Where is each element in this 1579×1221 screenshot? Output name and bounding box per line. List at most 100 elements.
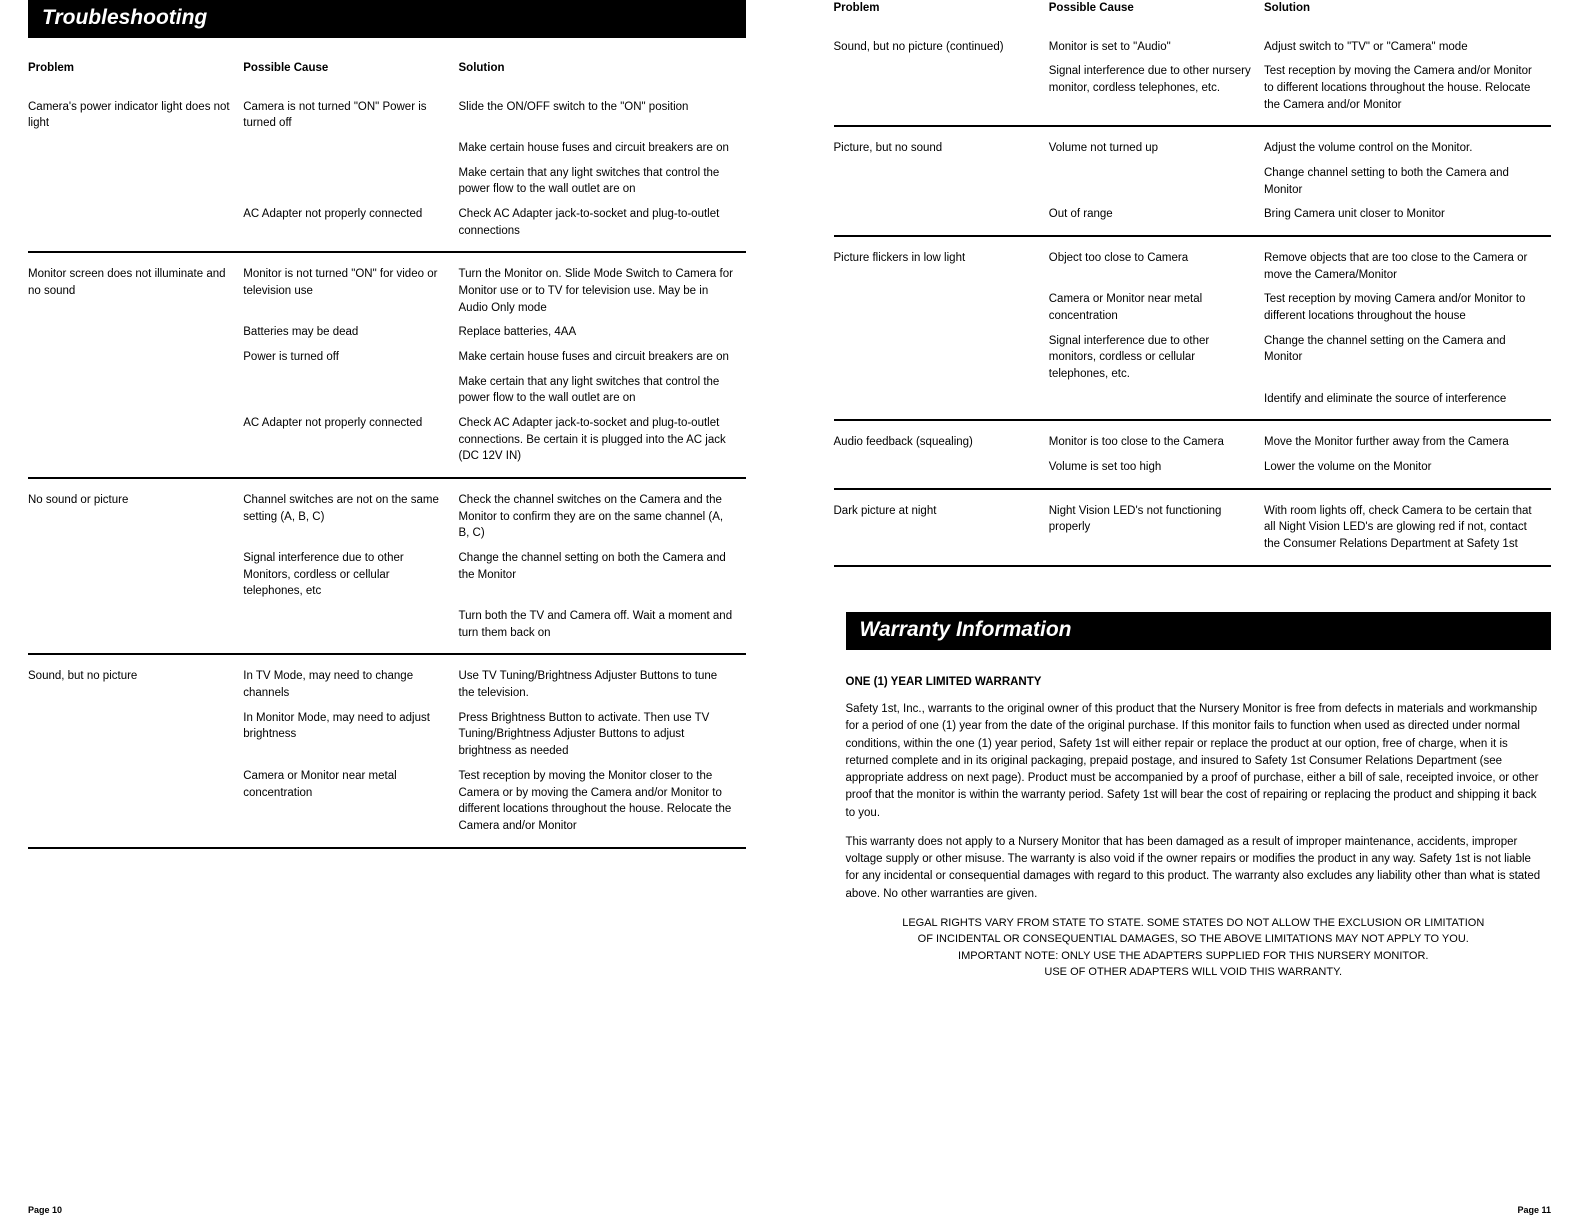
cell-solution: Remove objects that are too close to the…	[1264, 246, 1551, 287]
cell-solution: Check AC Adapter jack-to-socket and plug…	[459, 202, 746, 243]
cell-cause: In Monitor Mode, may need to adjust brig…	[243, 706, 458, 764]
table-row: In Monitor Mode, may need to adjust brig…	[28, 706, 746, 764]
cell-cause: Monitor is not turned "ON" for video or …	[243, 262, 458, 320]
cell-problem	[28, 345, 243, 370]
cell-problem	[28, 202, 243, 243]
table-row: Make certain that any light switches tha…	[28, 161, 746, 202]
separator-row	[28, 243, 746, 252]
cell-solution: Press Brightness Button to activate. The…	[459, 706, 746, 764]
table-row: Camera's power indicator light does not …	[28, 95, 746, 136]
troubleshoot-table-left: Problem Possible Cause Solution Camera's…	[28, 60, 746, 858]
separator-row	[28, 645, 746, 654]
cell-cause: Channel switches are not on the same set…	[243, 488, 458, 546]
cell-solution: Turn both the TV and Camera off. Wait a …	[459, 604, 746, 645]
cell-problem	[28, 546, 243, 604]
warranty-heading: ONE (1) YEAR LIMITED WARRANTY	[846, 674, 1542, 691]
table-row: Picture, but no soundVolume not turned u…	[834, 136, 1552, 161]
cell-solution: Move the Monitor further away from the C…	[1264, 430, 1551, 455]
warranty-header: Warranty Information	[846, 612, 1552, 650]
cell-cause	[1049, 161, 1264, 202]
table-row: Volume is set too highLower the volume o…	[834, 455, 1552, 480]
cell-problem	[834, 202, 1049, 227]
troubleshooting-header: Troubleshooting	[28, 0, 746, 38]
cell-cause	[243, 136, 458, 161]
cell-solution: Slide the ON/OFF switch to the "ON" posi…	[459, 95, 746, 136]
table-row: Signal interference due to other nursery…	[834, 59, 1552, 117]
cell-cause: Camera is not turned "ON" Power is turne…	[243, 95, 458, 136]
table-row: No sound or pictureChannel switches are …	[28, 488, 746, 546]
separator-row	[28, 469, 746, 478]
cell-problem	[28, 764, 243, 839]
cell-solution: Bring Camera unit closer to Monitor	[1264, 202, 1551, 227]
separator-row	[834, 117, 1552, 126]
table-row: Signal interference due to other monitor…	[834, 329, 1552, 387]
separator-row	[834, 557, 1552, 566]
cell-solution: Use TV Tuning/Brightness Adjuster Button…	[459, 664, 746, 705]
cell-cause: Monitor is too close to the Camera	[1049, 430, 1264, 455]
table-row: Camera or Monitor near metal concentrati…	[28, 764, 746, 839]
cell-solution: Lower the volume on the Monitor	[1264, 455, 1551, 480]
cell-problem: Monitor screen does not illuminate and n…	[28, 262, 243, 320]
cell-solution: Make certain that any light switches tha…	[459, 370, 746, 411]
cell-problem	[834, 161, 1049, 202]
table-row: AC Adapter not properly connectedCheck A…	[28, 202, 746, 243]
table-row: Sound, but no picture (continued)Monitor…	[834, 35, 1552, 60]
separator-row	[834, 227, 1552, 236]
cell-problem	[834, 287, 1049, 328]
cell-cause: Batteries may be dead	[243, 320, 458, 345]
separator-row	[834, 480, 1552, 489]
cell-cause: Volume is set too high	[1049, 455, 1264, 480]
cell-solution: Make certain house fuses and circuit bre…	[459, 136, 746, 161]
col-header-cause: Possible Cause	[1049, 0, 1264, 35]
table-row: AC Adapter not properly connectedCheck A…	[28, 411, 746, 469]
cell-problem	[28, 370, 243, 411]
table-row: Audio feedback (squealing)Monitor is too…	[834, 430, 1552, 455]
page-number-left: Page 10	[28, 1205, 62, 1215]
cell-problem	[28, 706, 243, 764]
cell-problem: Picture flickers in low light	[834, 246, 1049, 287]
cell-problem: Sound, but no picture	[28, 664, 243, 705]
cell-problem	[28, 604, 243, 645]
col-header-cause: Possible Cause	[243, 60, 458, 95]
cell-solution: Change the channel setting on both the C…	[459, 546, 746, 604]
cell-solution: Identify and eliminate the source of int…	[1264, 387, 1551, 412]
table-row: Signal interference due to other Monitor…	[28, 546, 746, 604]
cell-solution: Adjust the volume control on the Monitor…	[1264, 136, 1551, 161]
page-right: Problem Possible Cause Solution Sound, b…	[790, 0, 1579, 1221]
col-header-solution: Solution	[459, 60, 746, 95]
table-row: Camera or Monitor near metal concentrati…	[834, 287, 1552, 328]
table-row: Monitor screen does not illuminate and n…	[28, 262, 746, 320]
cell-cause	[243, 604, 458, 645]
page-number-right: Page 11	[1517, 1205, 1551, 1215]
table-row: Turn both the TV and Camera off. Wait a …	[28, 604, 746, 645]
cell-solution: Test reception by moving the Camera and/…	[1264, 59, 1551, 117]
cell-solution: Test reception by moving the Monitor clo…	[459, 764, 746, 839]
cell-cause: Signal interference due to other nursery…	[1049, 59, 1264, 117]
warranty-legal: LEGAL RIGHTS VARY FROM STATE TO STATE. S…	[846, 915, 1542, 981]
table-row: Make certain that any light switches tha…	[28, 370, 746, 411]
cell-cause: Signal interference due to other Monitor…	[243, 546, 458, 604]
cell-cause	[1049, 387, 1264, 412]
table-row: Batteries may be deadReplace batteries, …	[28, 320, 746, 345]
cell-solution: Check the channel switches on the Camera…	[459, 488, 746, 546]
warranty-legal-line: USE OF OTHER ADAPTERS WILL VOID THIS WAR…	[870, 964, 1518, 981]
cell-cause: Volume not turned up	[1049, 136, 1264, 161]
cell-solution: Change channel setting to both the Camer…	[1264, 161, 1551, 202]
warranty-paragraph-1: Safety 1st, Inc., warrants to the origin…	[846, 701, 1542, 822]
cell-cause: AC Adapter not properly connected	[243, 202, 458, 243]
cell-cause	[243, 370, 458, 411]
cell-problem: Sound, but no picture (continued)	[834, 35, 1049, 60]
warranty-legal-line: IMPORTANT NOTE: ONLY USE THE ADAPTERS SU…	[870, 948, 1518, 965]
table-row: Identify and eliminate the source of int…	[834, 387, 1552, 412]
cell-problem	[834, 455, 1049, 480]
cell-cause: Night Vision LED's not functioning prope…	[1049, 499, 1264, 557]
col-header-problem: Problem	[834, 0, 1049, 35]
cell-problem: Audio feedback (squealing)	[834, 430, 1049, 455]
warranty-legal-line: OF INCIDENTAL OR CONSEQUENTIAL DAMAGES, …	[870, 931, 1518, 948]
cell-problem: Camera's power indicator light does not …	[28, 95, 243, 136]
page-left: Troubleshooting Problem Possible Cause S…	[0, 0, 790, 1221]
table-row: Picture flickers in low lightObject too …	[834, 246, 1552, 287]
table-row: Make certain house fuses and circuit bre…	[28, 136, 746, 161]
cell-problem	[28, 161, 243, 202]
cell-problem	[28, 411, 243, 469]
